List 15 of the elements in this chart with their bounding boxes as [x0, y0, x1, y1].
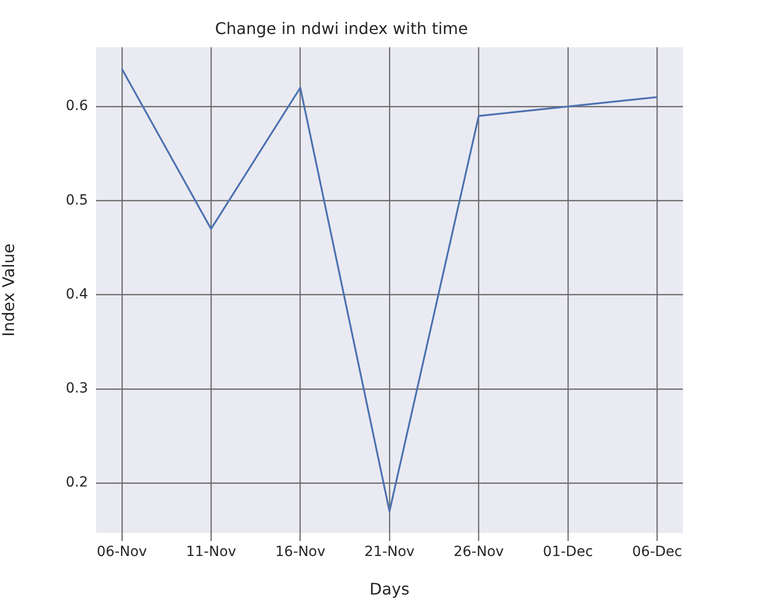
chart-title: Change in ndwi index with time [215, 18, 468, 38]
x-tick-label: 26-Nov [454, 544, 504, 560]
y-tick-label: 0.6 [66, 98, 88, 114]
x-tick-label: 11-Nov [186, 544, 236, 560]
y-tick-label: 0.3 [66, 380, 88, 397]
x-tick-label: 16-Nov [275, 544, 326, 560]
y-tick-label: 0.2 [66, 474, 88, 491]
x-tick-label: 06-Nov [96, 544, 147, 560]
y-axis-title: Index Value [0, 244, 18, 337]
x-axis-title: Days [370, 580, 410, 599]
y-tick-label: 0.4 [66, 286, 88, 302]
x-tick-label: 06-Dec [632, 544, 682, 560]
y-tick-label: 0.5 [66, 192, 88, 208]
x-tick-label: 01-Dec [542, 544, 593, 560]
x-tick-label: 21-Nov [364, 544, 415, 560]
